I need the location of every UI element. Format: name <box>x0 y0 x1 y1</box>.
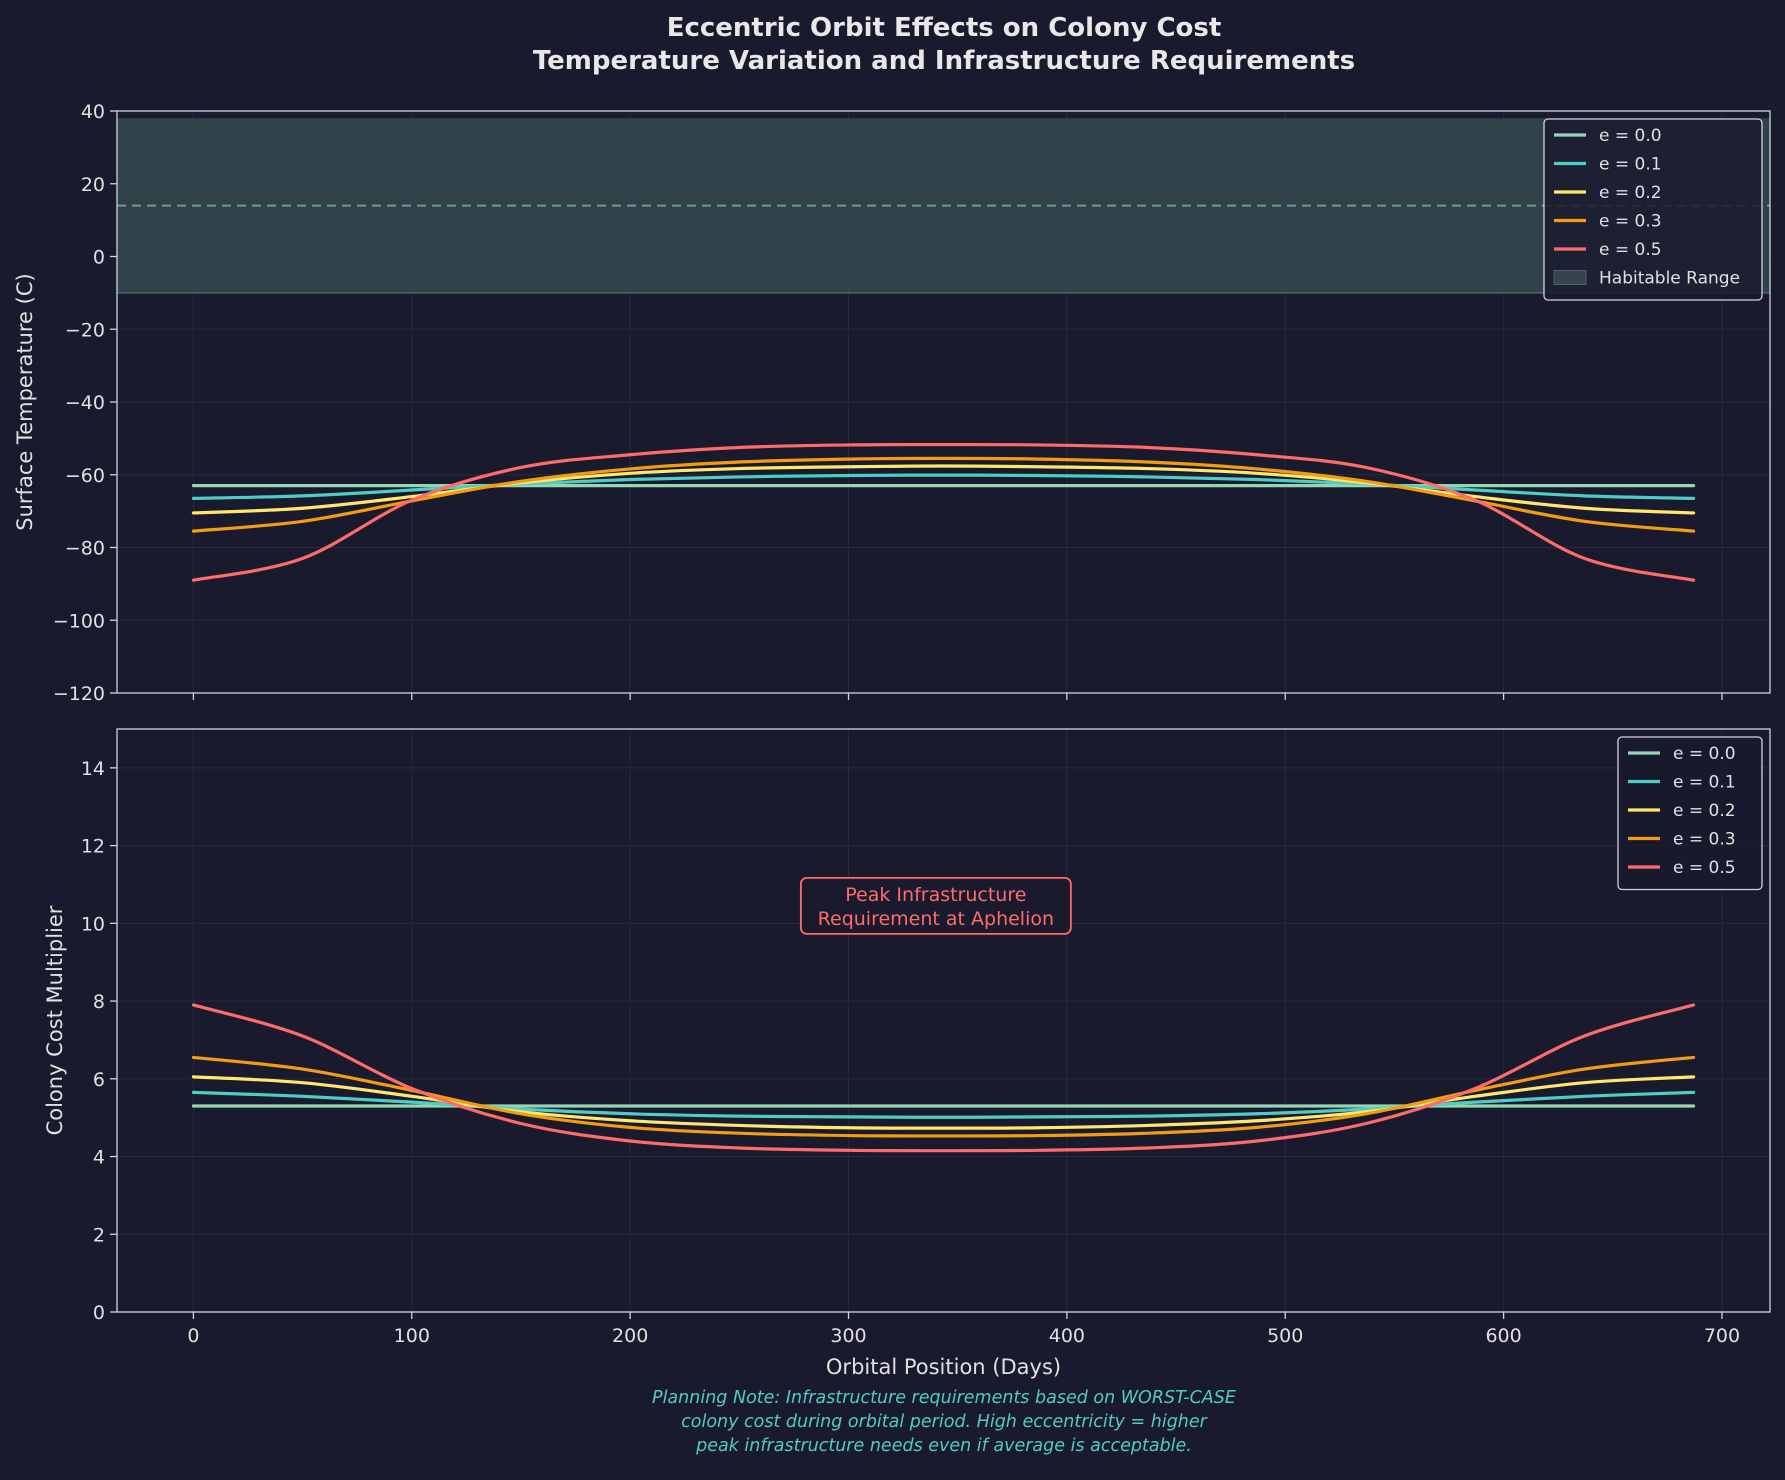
y-tick-label: 0 <box>93 247 105 269</box>
x-tick-label: 400 <box>1049 1325 1085 1347</box>
annotation-box <box>799 877 1072 935</box>
x-tick-label: 600 <box>1485 1325 1521 1347</box>
legend-label: e = 0.0 <box>1673 744 1736 764</box>
series-line-e0-2 <box>191 464 1696 515</box>
plot-frame <box>116 728 1771 1313</box>
y-tick-label: −20 <box>65 319 105 341</box>
x-axis-label: Orbital Position (Days) <box>826 1355 1061 1379</box>
legend-label-habitable: Habitable Range <box>1599 269 1740 289</box>
x-tick-label: 300 <box>830 1325 866 1347</box>
annotation-text-line-1: Peak Infrastructure <box>845 884 1026 906</box>
legend-swatch-habitable <box>1553 270 1587 285</box>
y-tick-label: 0 <box>93 1302 105 1324</box>
x-tick-label: 500 <box>1267 1325 1303 1347</box>
series-line-e0-5 <box>191 1003 1696 1153</box>
series-line-e0-1 <box>191 1090 1696 1119</box>
planning-note-line-2: colony cost during orbital period. High … <box>681 1412 1209 1432</box>
series-line-e0-5 <box>191 442 1696 582</box>
y-tick-label: 10 <box>81 913 105 935</box>
legend: e = 0.0 e = 0.1 e = 0.2 e = 0.3 e = 0.5 Habit… <box>1543 118 1763 301</box>
planning-note-line-1: Planning Note: Infrastructure requiremen… <box>652 1388 1237 1408</box>
y-tick-label: −80 <box>65 538 105 560</box>
y-tick-label: −40 <box>65 392 105 414</box>
x-tick-label: 200 <box>612 1325 648 1347</box>
legend-label: e = 0.5 <box>1599 240 1662 260</box>
x-tick-label: 700 <box>1704 1325 1740 1347</box>
chart-title-line-1: Eccentric Orbit Effects on Colony Cost <box>667 13 1222 43</box>
planning-note-line-3: peak infrastructure needs even if averag… <box>695 1436 1192 1456</box>
chart-title-line-2: Temperature Variation and Infrastructure… <box>533 46 1355 76</box>
y-axis-label: Surface Temperature (C) <box>13 273 37 530</box>
y-tick-label: 14 <box>81 758 105 780</box>
y-tick-label: 6 <box>93 1069 105 1091</box>
legend-label: e = 0.2 <box>1599 183 1662 203</box>
legend: e = 0.0 e = 0.1 e = 0.2 e = 0.3 e = 0.5 <box>1617 736 1763 891</box>
y-tick-label: −120 <box>53 683 105 705</box>
legend-label: e = 0.3 <box>1599 212 1662 232</box>
temperature-panel: −120 −100 −80 −60 −40 −20 0 20 40 Surface Tempera… <box>13 101 1771 705</box>
legend-label: e = 0.5 <box>1673 858 1736 878</box>
legend-box <box>1543 118 1763 301</box>
y-tick-label: 20 <box>81 174 105 196</box>
annotation-text-line-2: Requirement at Aphelion <box>818 908 1054 930</box>
legend-label: e = 0.0 <box>1599 126 1662 146</box>
y-tick-label: 12 <box>81 836 105 858</box>
legend-label: e = 0.2 <box>1673 801 1736 821</box>
y-axis-label: Colony Cost Multiplier <box>43 905 67 1135</box>
legend-label: e = 0.1 <box>1673 773 1736 793</box>
colony-cost-panel: 0 100 200 300 400 500 600 700 0 2 4 6 8 10 12 14 Colony … <box>43 728 1771 1379</box>
legend-label: e = 0.1 <box>1599 155 1662 175</box>
y-tick-label: 8 <box>93 991 105 1013</box>
y-tick-label: −100 <box>53 610 105 632</box>
y-tick-label: −60 <box>65 465 105 487</box>
legend-box <box>1617 736 1763 891</box>
y-tick-label: 4 <box>93 1147 105 1169</box>
x-tick-label: 100 <box>394 1325 430 1347</box>
series-line-e0-3 <box>191 1055 1696 1138</box>
series-line-e0-3 <box>191 456 1696 533</box>
legend-label: e = 0.3 <box>1673 830 1736 850</box>
y-tick-label: 40 <box>81 101 105 123</box>
y-tick-label: 2 <box>93 1224 105 1246</box>
x-tick-label: 0 <box>187 1325 199 1347</box>
